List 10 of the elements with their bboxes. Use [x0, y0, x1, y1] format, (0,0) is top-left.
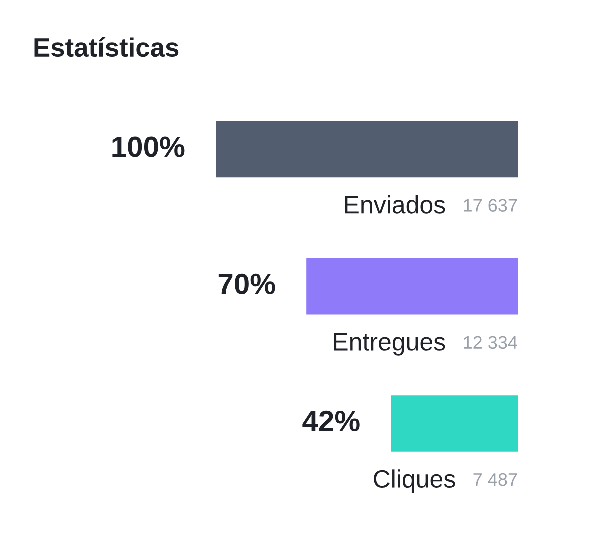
annotation: 7 487	[474, 473, 518, 486]
y-tick-label: Entregues	[334, 333, 446, 356]
data-label: 42%	[302, 410, 360, 432]
y-tick-label: Cliques	[374, 470, 456, 493]
annotation: 17 637	[464, 199, 518, 212]
y-tick-label: Enviados	[345, 195, 446, 214]
annotation: 12 334	[464, 336, 518, 350]
data-label: 70%	[218, 274, 276, 294]
chart-title: Estatísticas	[34, 37, 179, 58]
data-label: 100%	[112, 136, 185, 158]
